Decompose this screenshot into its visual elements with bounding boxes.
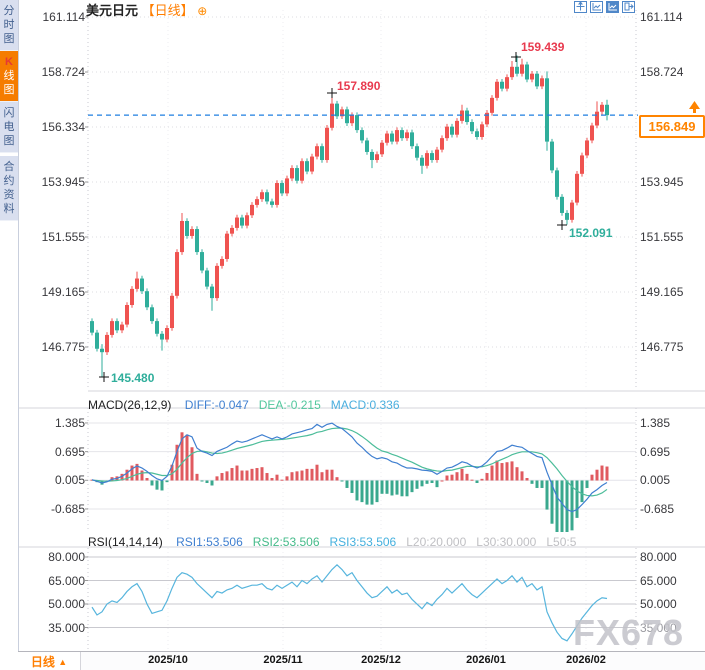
- rsi-header: RSI(14,14,14) RSI1:53.506 RSI2:53.506 RSI3…: [88, 535, 596, 549]
- legend-item: MACD:0.336: [330, 398, 400, 412]
- y-axis-label-right: 149.165: [640, 285, 684, 299]
- y-axis-label-left: 156.334: [41, 120, 85, 134]
- extreme-price-label: 159.439: [521, 40, 565, 54]
- symbol-title: 美元日元: [86, 3, 139, 18]
- crosshair-icon[interactable]: [574, 1, 587, 13]
- x-axis-date-label: 2025/10: [148, 654, 188, 666]
- y-axis-label-left: 1.385: [54, 415, 85, 430]
- y-axis-label-right: -0.685: [640, 501, 675, 516]
- exit-chart-icon[interactable]: [622, 1, 635, 13]
- y-axis-label-left: 0.695: [54, 444, 85, 459]
- rsi-series: [91, 564, 608, 642]
- price-up-arrow-icon: [689, 101, 700, 113]
- period-selector[interactable]: 日线 ▲: [18, 652, 81, 670]
- legend-item: DEA:-0.215: [258, 398, 321, 412]
- period-selector-label: 日线: [30, 655, 55, 669]
- y-axis-label-left: 149.165: [41, 285, 85, 299]
- y-axis-label-right: 153.945: [640, 174, 684, 189]
- legend-item: DIFF:-0.047: [184, 398, 249, 412]
- y-axis-label-left: 65.000: [48, 573, 85, 588]
- candlestick-series: [90, 55, 609, 377]
- axis-scale-filled-icon[interactable]: [606, 1, 619, 13]
- y-axis-label-right: 146.775: [640, 340, 684, 354]
- y-axis-label-left: 161.114: [42, 10, 86, 24]
- sidebar-item-0[interactable]: 分时图: [0, 0, 18, 51]
- legend-item: RSI1:53.506: [176, 535, 243, 549]
- x-axis-date-label: 2025/11: [263, 654, 303, 666]
- y-axis-label-right: 35.000: [640, 620, 677, 635]
- extreme-price-label: 157.890: [337, 79, 381, 93]
- y-axis-label-right: 151.555: [640, 229, 684, 244]
- sidebar-item-3[interactable]: 合约资料: [0, 156, 18, 221]
- add-indicator-icon[interactable]: ⊕: [197, 4, 208, 18]
- y-axis-label-left: 153.945: [41, 174, 85, 189]
- y-axis-label-left: 80.000: [48, 550, 85, 564]
- y-axis-label-left: 146.775: [41, 340, 85, 354]
- chart-toolbar: [574, 1, 635, 13]
- y-axis-label-left: -0.685: [50, 501, 85, 516]
- y-axis-label-right: 0.005: [640, 473, 671, 488]
- current-price-label: 156.849: [639, 115, 705, 138]
- legend-item: L30:30.000: [476, 535, 537, 549]
- macd-series: [90, 422, 609, 532]
- sidebar-item-2[interactable]: 闪电图: [0, 102, 18, 153]
- period-tag: 【日线】: [141, 3, 194, 18]
- y-axis-label-right: 0.695: [640, 444, 671, 459]
- axis-scale-icon[interactable]: [590, 1, 603, 13]
- macd-title: MACD(26,12,9): [88, 398, 172, 412]
- y-axis-label-right: 65.000: [640, 573, 677, 588]
- y-axis-label-left: 50.000: [48, 597, 85, 611]
- y-axis-label-right: 158.724: [640, 65, 684, 79]
- y-axis-label-right: 1.385: [640, 415, 671, 430]
- legend-item: RSI3:53.506: [329, 535, 397, 549]
- macd-header: MACD(26,12,9) DIFF:-0.047 DEA:-0.215 MACD:…: [88, 398, 420, 412]
- chart-header: 美元日元 【日线】 ⊕: [86, 0, 208, 18]
- rsi-title: RSI(14,14,14): [88, 535, 163, 549]
- legend-item: RSI2:53.506: [252, 535, 320, 549]
- time-axis: 日线 ▲ 2025/10 2025/11 2025/12 2026/01 2026/02: [18, 651, 705, 670]
- y-axis-label-right: 80.000: [640, 550, 677, 564]
- legend-item: L20:20.000: [406, 535, 467, 549]
- y-axis-label-left: 151.555: [41, 229, 85, 244]
- y-axis-label-right: 50.000: [640, 597, 677, 611]
- extreme-price-label: 145.480: [111, 371, 155, 385]
- y-axis-label-left: 35.000: [48, 620, 85, 635]
- extreme-price-label: 152.091: [569, 226, 613, 240]
- legend-item: L50:5: [546, 535, 577, 549]
- y-axis-label-left: 0.005: [54, 473, 85, 488]
- x-axis-date-label: 2026/02: [566, 654, 606, 666]
- x-axis-date-label: 2026/01: [466, 654, 506, 666]
- period-selector-arrow-icon: ▲: [58, 656, 68, 667]
- y-axis-label-left: 158.724: [41, 65, 85, 79]
- x-axis-date-label: 2025/12: [361, 654, 401, 666]
- y-axis-label-right: 161.114: [640, 10, 683, 24]
